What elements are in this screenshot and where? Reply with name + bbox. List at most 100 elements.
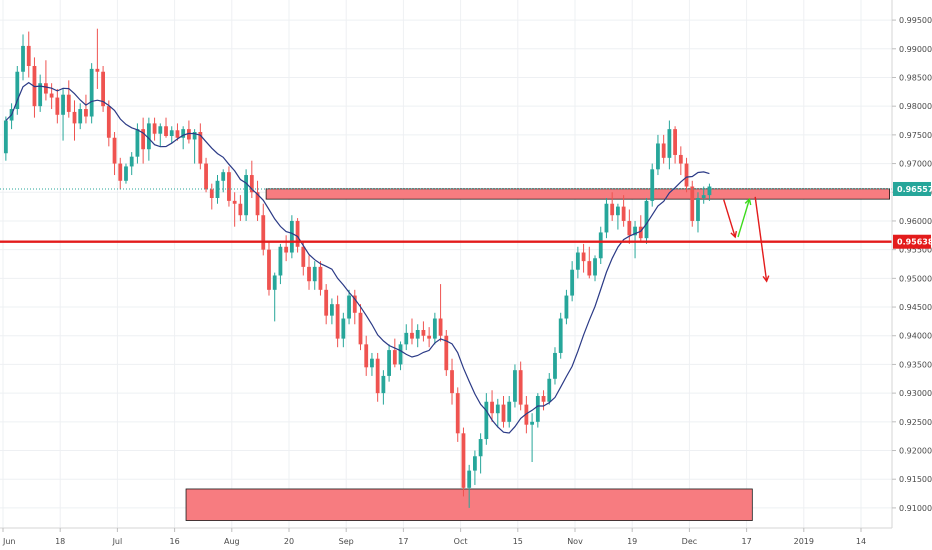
moving-average-line xyxy=(5,81,710,434)
candle xyxy=(318,261,323,296)
candle xyxy=(690,180,695,227)
candle-body xyxy=(55,97,60,115)
candle-body xyxy=(427,335,432,339)
candle xyxy=(289,215,294,259)
candle xyxy=(684,157,689,193)
candle xyxy=(541,390,546,411)
candle xyxy=(295,218,300,253)
candle xyxy=(707,183,712,201)
candle-body xyxy=(66,94,71,112)
candle xyxy=(610,192,615,221)
x-tick-label: Jul xyxy=(112,537,123,546)
candle xyxy=(656,134,660,176)
candle-body xyxy=(421,330,426,336)
candle-body xyxy=(84,109,88,117)
candle-body xyxy=(232,200,237,204)
candle xyxy=(175,123,180,141)
candle xyxy=(232,192,237,227)
candle xyxy=(278,243,283,285)
candle-body xyxy=(490,401,494,414)
candle xyxy=(455,387,460,442)
candle xyxy=(518,361,523,411)
candle xyxy=(158,123,163,147)
y-tick-label: 0.99000 xyxy=(899,45,932,54)
candle-body xyxy=(564,295,569,319)
candle xyxy=(209,183,214,210)
candle-body xyxy=(169,130,174,137)
candle-body xyxy=(106,106,111,138)
candle-body xyxy=(295,220,300,247)
candle xyxy=(181,126,186,150)
y-tick-label: 0.91500 xyxy=(899,475,932,484)
candle-body xyxy=(324,289,329,316)
candle xyxy=(370,352,374,376)
candle-body xyxy=(404,332,409,345)
x-tick-label: Jun xyxy=(2,537,16,546)
candle xyxy=(678,146,683,176)
candle-body xyxy=(598,232,603,259)
candle-body xyxy=(307,266,311,282)
candle xyxy=(272,272,277,322)
arrow-head xyxy=(744,197,752,206)
candle-body xyxy=(278,246,283,276)
y-tick-label: 0.99500 xyxy=(899,16,932,25)
candle xyxy=(381,370,386,405)
candle-body xyxy=(198,132,203,164)
candle xyxy=(387,344,391,382)
candle xyxy=(598,226,603,264)
candle-body xyxy=(255,192,260,216)
candle xyxy=(66,80,71,118)
candle-body xyxy=(575,252,580,270)
candle-body xyxy=(432,318,437,339)
zone-rectangle xyxy=(265,188,890,200)
candle-body xyxy=(473,456,477,471)
candle-body xyxy=(501,404,506,422)
candle-body xyxy=(392,350,397,365)
candle-body xyxy=(330,304,334,316)
candle xyxy=(621,195,626,227)
candle xyxy=(164,117,168,138)
candle-body xyxy=(587,261,592,276)
candle-body xyxy=(547,378,552,402)
candle xyxy=(633,220,637,259)
candle xyxy=(301,241,306,276)
support-price-tag-label: 0.95638 xyxy=(897,238,932,247)
x-tick-label: 15 xyxy=(513,537,523,546)
candle xyxy=(364,335,369,376)
candle-body xyxy=(341,318,346,339)
candle-body xyxy=(101,71,105,107)
candle xyxy=(106,100,111,147)
candle xyxy=(432,312,437,345)
candle xyxy=(61,88,65,141)
y-tick-label: 0.95500 xyxy=(899,246,932,255)
candle-body xyxy=(272,275,277,290)
candle xyxy=(89,63,94,124)
candle xyxy=(564,289,569,325)
candle-body xyxy=(312,266,317,282)
candle xyxy=(524,396,529,434)
time-axis[interactable]: Jun 18 Jul 16 Aug 20 Sep 17 Oct 15 Nov 19 Dec 17 2019 1… xyxy=(2,528,866,546)
candle-body xyxy=(656,143,660,170)
candle-body xyxy=(650,169,655,201)
candle xyxy=(3,116,8,161)
candle xyxy=(101,66,105,112)
candle-body xyxy=(301,246,306,267)
candle-body xyxy=(227,172,231,201)
candle-body xyxy=(387,350,391,376)
candle-body xyxy=(335,304,340,339)
candle-body xyxy=(455,393,460,434)
candle xyxy=(581,243,586,273)
candle-body xyxy=(26,45,31,66)
candle-body xyxy=(95,68,100,72)
candle xyxy=(335,295,340,348)
candle xyxy=(347,289,351,325)
x-tick-label: 17 xyxy=(398,537,408,546)
candle-body xyxy=(49,93,54,98)
current-price-tag-label: 0.96557 xyxy=(897,185,932,194)
candle-body xyxy=(89,68,94,117)
candle-body xyxy=(61,94,65,115)
candle-body xyxy=(507,401,512,422)
candle-body xyxy=(209,189,214,198)
candle xyxy=(141,117,146,164)
